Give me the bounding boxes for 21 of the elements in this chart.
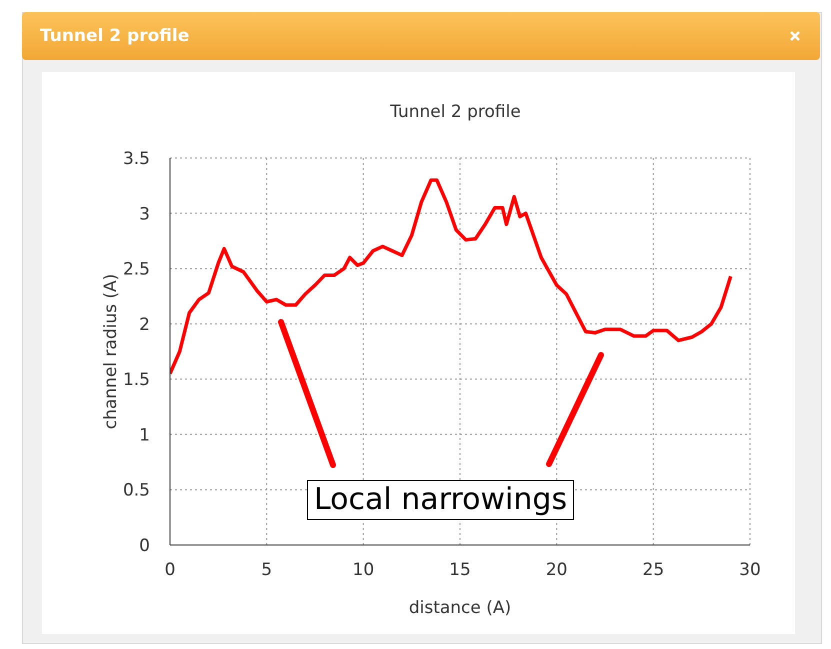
annotation: Local narrowings (307, 480, 574, 520)
y-tick-label: 3.5 (122, 149, 150, 170)
y-tick-label: 2 (139, 314, 150, 335)
x-tick-label: 5 (261, 560, 272, 580)
x-tick-label: 20 (546, 560, 568, 580)
chart-title: Tunnel 2 profile (389, 102, 522, 122)
x-tick-label: 25 (642, 560, 664, 580)
chart-title: Tunnel 2 profile (40, 26, 190, 46)
y-tick-label: 2.5 (122, 260, 150, 280)
x-tick-label: 30 (739, 560, 761, 580)
y-tick-label: 1 (139, 425, 150, 446)
x-axis-title: distance (A) (408, 598, 512, 618)
x-tick-label: 15 (449, 560, 471, 580)
y-tick-label: 1.5 (122, 370, 150, 390)
x-tick-label: 0 (164, 560, 176, 580)
x-tick-label: 10 (352, 560, 374, 580)
line-series (170, 178, 732, 376)
y-axis-title: channel radius (A) (101, 274, 122, 430)
y-tick-label: 3 (139, 204, 150, 224)
y-tick-label: 0.5 (122, 480, 150, 501)
y-tick-label: 0 (139, 536, 150, 556)
